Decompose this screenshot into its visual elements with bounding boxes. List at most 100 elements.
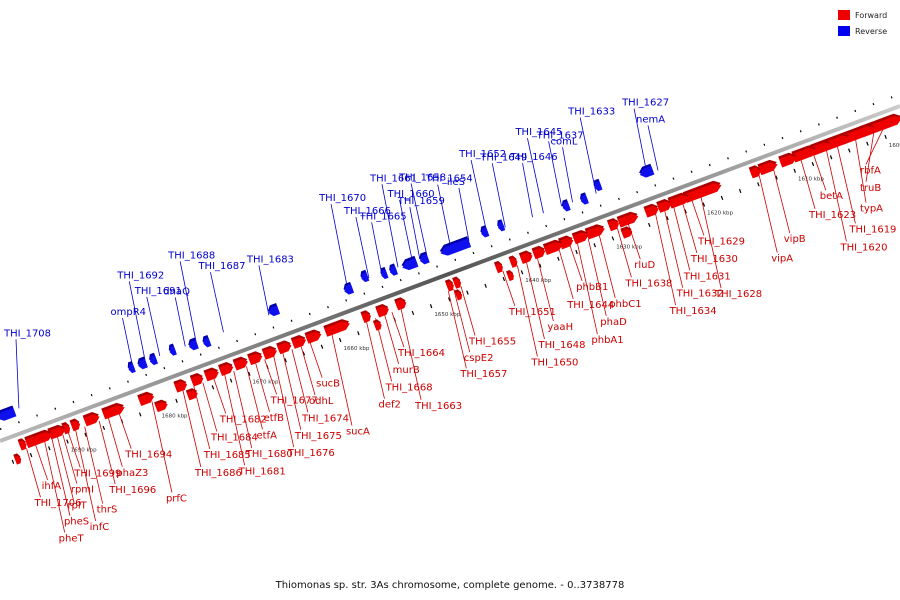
forward-gene-label[interactable]: THI_1663	[414, 401, 462, 412]
forward-gene-label[interactable]: THI_1623	[808, 210, 856, 221]
reverse-gene-label[interactable]: THI_1660	[387, 189, 435, 200]
forward-gene-label[interactable]: rbfA	[860, 165, 881, 176]
scale-tick	[545, 224, 548, 228]
forward-gene-label[interactable]: phaZ3	[116, 468, 148, 479]
forward-gene-label[interactable]: phbB1	[576, 282, 608, 293]
forward-gene-label[interactable]: rpmI	[71, 485, 94, 496]
forward-gene-label[interactable]: infC	[90, 522, 110, 533]
forward-gene-label[interactable]: sucB	[316, 379, 340, 390]
reverse-gene-label[interactable]: THI_1670	[318, 193, 366, 204]
forward-gene-label[interactable]: THI_1680	[245, 449, 293, 460]
reverse-gene-label[interactable]: THI_1665	[359, 211, 407, 222]
forward-gene-label[interactable]: etfA	[256, 430, 277, 441]
forward-gene-label[interactable]: THI_1706	[33, 498, 81, 509]
forward-gene-arrow	[323, 319, 350, 337]
forward-gene-label[interactable]: THI_1681	[238, 466, 286, 477]
forward-gene-label[interactable]: THI_1682	[219, 415, 267, 426]
scale-tick	[817, 123, 820, 126]
reverse-gene-label[interactable]: THI_1691	[134, 286, 182, 297]
forward-gene-label[interactable]: THI_1620	[839, 242, 887, 253]
reverse-gene-label[interactable]: THI_1708	[3, 328, 51, 339]
reverse-gene-label[interactable]: THI_1645	[514, 127, 562, 138]
forward-gene-label[interactable]: prfC	[166, 494, 187, 505]
forward-gene-label[interactable]: THI_1650	[530, 357, 578, 368]
forward-gene-label[interactable]: THI_1696	[108, 485, 156, 496]
forward-gene-label[interactable]: THI_1638	[624, 278, 672, 289]
legend-label-reverse: Reverse	[855, 27, 887, 36]
forward-gene-label[interactable]: THI_1631	[683, 271, 731, 282]
reverse-gene-label[interactable]: THI_1683	[246, 254, 294, 265]
reverse-gene-label[interactable]: THI_1692	[116, 270, 164, 281]
forward-gene-label[interactable]: THI_1648	[537, 340, 585, 351]
reverse-gene-label[interactable]: THI_1649	[479, 152, 527, 163]
reverse-gene-label[interactable]: THI_1687	[197, 261, 245, 272]
gene-arrow	[532, 248, 546, 260]
reverse-gene-label[interactable]: THI_1658	[398, 172, 446, 183]
forward-gene-label[interactable]: THI_1629	[697, 237, 745, 248]
forward-gene-label[interactable]: THI_1628	[714, 289, 762, 300]
reverse-gene-label[interactable]: nemA	[636, 114, 665, 125]
forward-gene-label[interactable]: cspE2	[464, 353, 494, 364]
forward-gene-label[interactable]: THI_1675	[294, 431, 342, 442]
forward-gene-label[interactable]: thrS	[97, 505, 118, 516]
forward-gene-label[interactable]: THI_1657	[459, 369, 507, 380]
forward-gene-label[interactable]: THI_1684	[210, 433, 258, 444]
forward-gene-label[interactable]: phaD	[600, 317, 627, 328]
reverse-gene-label[interactable]: THI_1661	[369, 173, 417, 184]
forward-gene-label[interactable]: odhL	[309, 396, 334, 407]
forward-gene-label[interactable]: ihfA	[42, 481, 62, 492]
forward-gene-label[interactable]: murB	[393, 365, 420, 376]
forward-gene-label[interactable]: THI_1651	[508, 307, 556, 318]
reverse-gene-leader	[579, 117, 597, 194]
scale-tick	[36, 414, 38, 417]
forward-gene-label[interactable]: THI_1664	[397, 348, 445, 359]
scale-tick	[527, 231, 529, 234]
forward-gene-label[interactable]: THI_1685	[203, 450, 251, 461]
scale-tick	[672, 177, 675, 180]
reverse-gene-label[interactable]: THI_1652	[458, 149, 506, 160]
reverse-gene-label[interactable]: ompR4	[111, 307, 147, 318]
forward-gene-label[interactable]: THI_1676	[287, 448, 335, 459]
forward-gene-label[interactable]: yaaH	[547, 322, 573, 333]
forward-gene-label[interactable]: betA	[820, 191, 843, 202]
reverse-gene-label[interactable]: THI_1646	[510, 152, 558, 163]
gene-arrow	[594, 181, 603, 192]
reverse-gene-label[interactable]: THI_1627	[621, 98, 669, 109]
reverse-gene-label[interactable]: THI_1659	[397, 196, 445, 207]
forward-gene-label[interactable]: pheT	[59, 533, 85, 544]
forward-gene-label[interactable]: THI_1632	[676, 289, 724, 300]
forward-gene-label[interactable]: etfB	[264, 413, 285, 424]
forward-gene-label[interactable]: sucA	[346, 427, 370, 438]
forward-gene-label[interactable]: vipA	[771, 253, 793, 264]
forward-gene-label[interactable]: THI_1644	[566, 300, 614, 311]
forward-gene-label[interactable]: typA	[860, 204, 883, 215]
forward-gene-label[interactable]: THI_1674	[301, 413, 349, 424]
reverse-gene-label[interactable]: comL	[551, 136, 578, 147]
reverse-gene-label[interactable]: THI_1666	[343, 206, 391, 217]
forward-gene-label[interactable]: THI_1668	[385, 382, 433, 393]
reverse-gene-label[interactable]: THI_1633	[567, 106, 615, 117]
forward-gene-label[interactable]: THI_1619	[848, 224, 896, 235]
forward-gene-label[interactable]: THI_1634	[669, 306, 717, 317]
forward-gene-label[interactable]: def2	[378, 400, 400, 411]
reverse-gene-label[interactable]: ileS	[447, 177, 465, 188]
forward-gene-label[interactable]: THI_1699	[73, 469, 121, 480]
forward-gene-label[interactable]: phbA1	[591, 335, 623, 346]
forward-gene-label[interactable]: vipB	[784, 234, 806, 245]
forward-gene-label[interactable]: THI_1655	[468, 336, 516, 347]
reverse-gene-label[interactable]: THI_1688	[167, 250, 215, 261]
forward-gene-label[interactable]: THI_1686	[194, 468, 242, 479]
forward-gene-label[interactable]: truB	[860, 183, 881, 194]
forward-gene-label[interactable]: THI_1677	[270, 396, 318, 407]
forward-gene-label[interactable]: THI_1630	[690, 254, 738, 265]
reverse-gene-label[interactable]: THI_1637	[536, 130, 584, 141]
scale-tick	[684, 209, 687, 214]
reverse-gene-label[interactable]: THI_1654	[425, 174, 473, 185]
forward-gene-label[interactable]: phbC1	[609, 299, 641, 310]
reverse-gene-leader	[548, 141, 563, 207]
forward-gene-label[interactable]: rplT	[67, 501, 87, 512]
forward-gene-label[interactable]: pheS	[64, 517, 89, 528]
forward-gene-label[interactable]: THI_1694	[124, 450, 172, 461]
forward-gene-label[interactable]: rluD	[634, 260, 655, 271]
reverse-gene-label[interactable]: dnaQ	[163, 286, 190, 297]
